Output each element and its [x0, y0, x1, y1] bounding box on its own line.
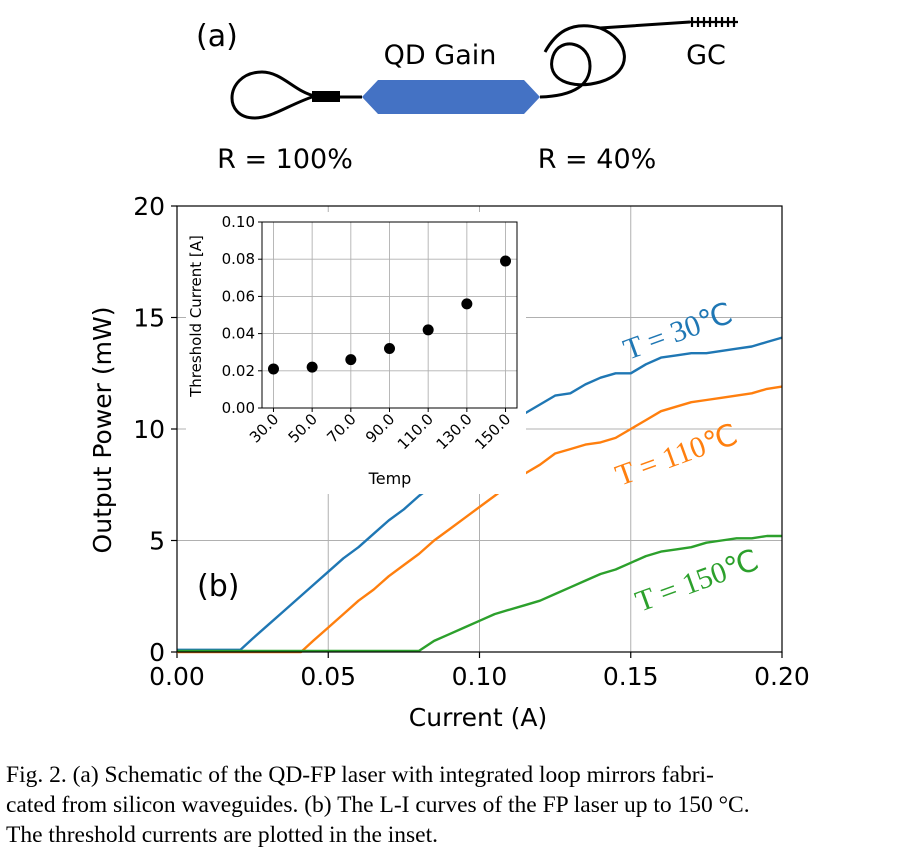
- main-x-tick-label: 0.15: [603, 662, 659, 691]
- inset-point: [422, 324, 434, 336]
- gc-label: GC: [686, 40, 726, 71]
- figure-caption: Fig. 2. (a) Schematic of the QD-FP laser…: [6, 760, 902, 850]
- main-x-tick-label: 0.20: [754, 662, 810, 691]
- taper-block: [312, 91, 340, 102]
- qd-gain-section: [362, 80, 540, 114]
- main-y-tick-label: 5: [149, 527, 165, 556]
- caption-line-2: cated from silicon waveguides. (b) The L…: [6, 792, 750, 818]
- main-plot-frame: [176, 205, 783, 653]
- inset-y-tick-label: 0.04: [222, 325, 255, 343]
- panel-a-label: (a): [196, 19, 238, 54]
- inset-y-tick-label: 0.10: [222, 213, 255, 231]
- main-x-tick-label: 0.00: [149, 662, 205, 691]
- right-reflectivity-label: R = 40%: [538, 144, 657, 175]
- series-line-2: [177, 534, 782, 653]
- inset-point: [500, 255, 512, 267]
- main-y-tick-label: 15: [133, 304, 165, 333]
- inset-plot-frame: [261, 221, 518, 409]
- inset-point: [306, 361, 318, 373]
- inset-y-tick-label: 0.06: [222, 287, 255, 305]
- caption-line-3: The threshold currents are plotted in th…: [6, 822, 439, 848]
- inset-y-tick-label: 0.08: [222, 250, 255, 268]
- qd-gain-label: QD Gain: [384, 40, 497, 71]
- main-y-tick-label: 20: [133, 192, 165, 221]
- inset-point: [461, 298, 473, 310]
- inset-point: [384, 342, 395, 354]
- main-x-axis-label: Current (A): [409, 703, 547, 732]
- waveguide-right-loop: [539, 20, 691, 99]
- main-y-axis-label: Output Power (mW): [88, 307, 117, 554]
- inset-point: [345, 354, 357, 366]
- inset-y-tick-label: 0.02: [222, 362, 255, 380]
- inset-point: [267, 363, 279, 375]
- grating-coupler-icon: [690, 17, 738, 27]
- main-ticks: 0.00 0.05 0.10 0.15 0.20 0 5 10 15 20: [133, 192, 810, 691]
- inset-y-tick-label: 0.00: [222, 399, 255, 417]
- series-line-1: [177, 385, 783, 654]
- schematic-panel-a: (a) QD Gain GC R = 100% R = 40%: [196, 17, 738, 175]
- main-x-tick-label: 0.10: [452, 662, 508, 691]
- main-x-tick-label: 0.05: [300, 662, 356, 691]
- inset-x-axis-label: Temp: [368, 469, 412, 488]
- left-reflectivity-label: R = 100%: [217, 144, 353, 175]
- threshold-inset-chart: 30.0 50.0 70.0 90.0110.0130.0150.00.000.020…: [186, 212, 526, 494]
- main-y-tick-label: 0: [149, 638, 165, 667]
- panel-b-label: (b): [197, 569, 239, 604]
- inset-points: [267, 255, 512, 375]
- loop-mirror-left: [230, 70, 316, 120]
- caption-line-1: Fig. 2. (a) Schematic of the QD-FP laser…: [6, 762, 714, 788]
- main-y-tick-label: 10: [133, 415, 165, 444]
- inset-y-axis-label: Threshold Current [A]: [187, 235, 205, 398]
